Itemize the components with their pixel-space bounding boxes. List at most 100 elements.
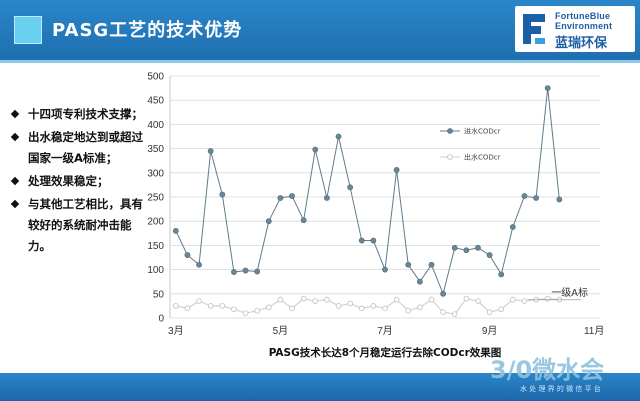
data-point bbox=[382, 266, 388, 273]
y-tick-label: 150 bbox=[147, 241, 164, 252]
data-point bbox=[289, 193, 295, 199]
data-point bbox=[184, 252, 191, 258]
data-point bbox=[451, 244, 458, 251]
x-tick-label: 5月 bbox=[273, 325, 289, 337]
series-line bbox=[175, 88, 560, 296]
data-point bbox=[335, 133, 342, 140]
data-point bbox=[300, 295, 307, 302]
annotation-label: 一级A标 bbox=[551, 287, 588, 299]
chart-caption: PASG技术长达8个月稳定运行去除CODcr效果图 bbox=[269, 346, 502, 359]
data-point bbox=[509, 224, 516, 230]
data-point bbox=[207, 148, 214, 154]
watermark: 3/0微水会 水 处 理 界 的 微 信 平 台 bbox=[470, 348, 635, 398]
data-point bbox=[335, 303, 342, 309]
footer-bar bbox=[0, 373, 640, 401]
data-point bbox=[451, 311, 458, 317]
y-tick-label: 250 bbox=[147, 193, 164, 204]
x-axis-ticks: 3月 5月 7月 9月 11月 bbox=[168, 325, 604, 337]
data-point bbox=[544, 295, 551, 302]
data-point bbox=[254, 307, 260, 314]
data-point bbox=[242, 267, 249, 274]
y-tick-label: 300 bbox=[147, 168, 164, 179]
data-point bbox=[172, 227, 179, 234]
diamond-bullet-icon bbox=[10, 199, 20, 209]
logo-mark-icon bbox=[523, 14, 545, 44]
data-point bbox=[347, 300, 353, 307]
bullet-item: 出水稳定地达到或超过国家一级A标准； bbox=[10, 127, 147, 169]
legend-label: 进水CODcr bbox=[464, 127, 501, 136]
data-point bbox=[300, 217, 307, 224]
data-point bbox=[231, 306, 237, 313]
y-tick-label: 450 bbox=[147, 96, 164, 107]
data-point bbox=[173, 303, 179, 309]
y-tick-label: 100 bbox=[147, 265, 164, 276]
data-point bbox=[312, 146, 319, 153]
data-point bbox=[521, 193, 528, 199]
data-point bbox=[207, 303, 214, 309]
data-point bbox=[498, 271, 505, 278]
data-point bbox=[277, 296, 284, 303]
y-axis-ticks: 0 50 100 150 200 250 300 350 400 450 500 bbox=[147, 72, 164, 325]
x-tick-label: 3月 bbox=[168, 325, 184, 337]
data-point bbox=[323, 195, 330, 201]
logo-text-line2: Environment bbox=[555, 21, 613, 31]
data-point bbox=[358, 305, 365, 312]
data-point bbox=[393, 166, 400, 173]
company-logo: FortuneBlue Environment 蓝瑞环保 bbox=[515, 6, 635, 52]
data-point bbox=[463, 295, 470, 302]
data-point bbox=[231, 269, 237, 275]
bullet-text: 出水稳定地达到或超过国家一级A标准； bbox=[28, 130, 143, 165]
data-point bbox=[370, 303, 377, 309]
header-bar: PASG工艺的技术优势 FortuneBlue Environment 蓝瑞环保 bbox=[0, 0, 640, 60]
data-point bbox=[440, 290, 447, 297]
data-point bbox=[242, 310, 249, 316]
diamond-bullet-icon bbox=[10, 109, 20, 119]
bullet-text: 处理效果稳定； bbox=[28, 174, 109, 188]
data-point bbox=[312, 298, 319, 304]
data-point bbox=[510, 296, 516, 303]
data-point bbox=[498, 306, 505, 313]
bullet-text: 十四项专利技术支撑； bbox=[28, 107, 143, 121]
data-point bbox=[324, 296, 330, 303]
data-point bbox=[428, 261, 435, 268]
data-point bbox=[382, 305, 388, 312]
data-point bbox=[475, 298, 481, 304]
x-tick-label: 7月 bbox=[377, 325, 393, 337]
data-point bbox=[196, 298, 202, 304]
chart-legend: 进水CODcr 出水CODcr bbox=[440, 127, 501, 162]
diamond-bullet-icon bbox=[10, 176, 20, 186]
bullet-text: 与其他工艺相比，具有较好的系统耐冲击能力。 bbox=[28, 197, 143, 253]
data-point bbox=[277, 195, 284, 201]
watermark-subtext: 水 处 理 界 的 微 信 平 台 bbox=[520, 385, 601, 393]
data-point bbox=[358, 237, 365, 244]
legend-swatch-marker bbox=[447, 154, 453, 160]
data-point bbox=[265, 218, 272, 225]
header-square-icon bbox=[14, 16, 42, 44]
logo-text-line1: FortuneBlue bbox=[555, 11, 611, 21]
data-point bbox=[486, 252, 493, 258]
page-title: PASG工艺的技术优势 bbox=[52, 20, 243, 41]
data-point bbox=[521, 298, 528, 304]
legend-swatch-marker bbox=[447, 128, 453, 134]
data-point bbox=[533, 195, 539, 201]
y-tick-label: 500 bbox=[147, 72, 164, 83]
data-point bbox=[405, 261, 412, 268]
bullet-item: 十四项专利技术支撑； bbox=[10, 104, 147, 125]
data-point bbox=[475, 244, 481, 251]
header-divider bbox=[0, 60, 640, 63]
logo-text-cn: 蓝瑞环保 bbox=[555, 36, 608, 51]
data-point bbox=[463, 247, 470, 254]
data-point bbox=[254, 268, 261, 275]
data-point bbox=[440, 309, 446, 315]
data-point bbox=[347, 184, 354, 191]
data-point bbox=[289, 305, 295, 312]
watermark-text: 3/0微水会 bbox=[490, 356, 605, 384]
diamond-bullet-icon bbox=[10, 132, 20, 142]
data-point bbox=[544, 85, 551, 91]
y-tick-label: 200 bbox=[147, 217, 164, 228]
data-point bbox=[219, 191, 226, 198]
data-point bbox=[184, 305, 191, 312]
bullet-item: 与其他工艺相比，具有较好的系统耐冲击能力。 bbox=[10, 194, 147, 257]
data-point bbox=[370, 237, 377, 244]
data-point bbox=[486, 309, 493, 315]
